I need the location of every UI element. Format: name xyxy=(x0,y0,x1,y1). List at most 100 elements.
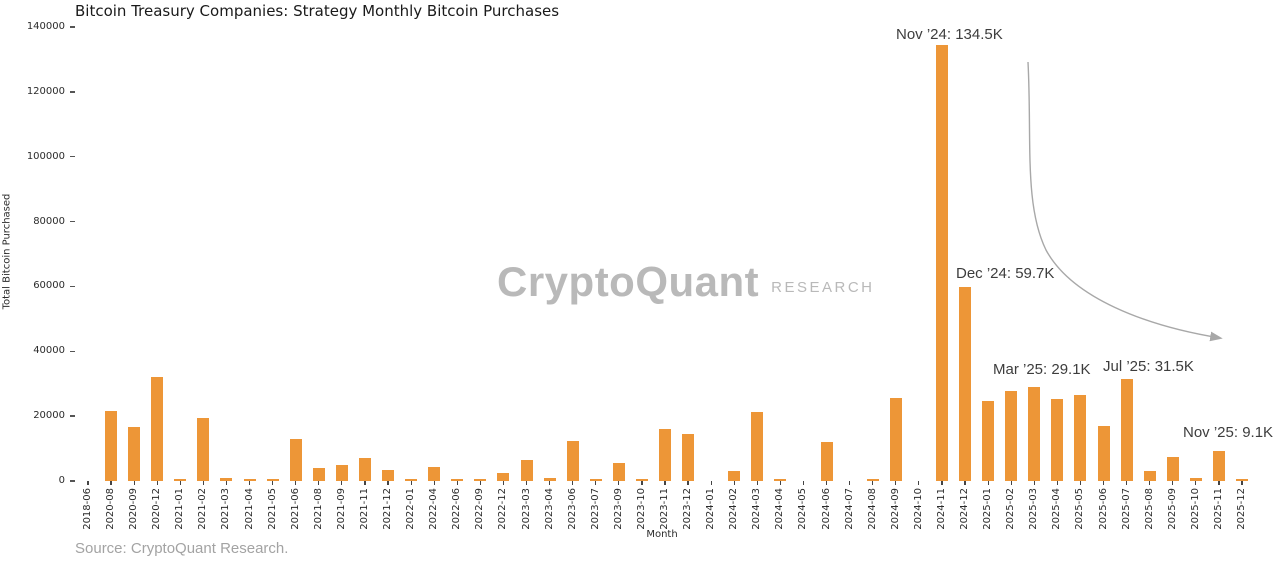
y-tick-mark xyxy=(70,350,75,352)
bar-2025-11 xyxy=(1212,451,1225,481)
bar-2024-12 xyxy=(959,287,972,481)
bar-2024-03 xyxy=(751,412,764,481)
bar-2023-12 xyxy=(682,433,695,481)
x-tick-label: 2025-03 xyxy=(1028,488,1040,530)
bar-2023-09 xyxy=(612,463,625,481)
x-tick-label: 2024-03 xyxy=(751,488,763,530)
watermark-brand-text: CryptoQuant xyxy=(497,258,760,305)
bar-2021-05 xyxy=(266,479,279,481)
bar-2021-12 xyxy=(382,470,395,481)
x-tick-mark xyxy=(387,481,389,485)
x-tick-label: 2024-06 xyxy=(820,488,832,530)
x-tick-label: 2020-08 xyxy=(105,488,117,530)
x-tick-mark xyxy=(964,481,966,485)
bar-2021-01 xyxy=(174,479,187,481)
y-tick-mark xyxy=(70,26,75,28)
x-tick-label: 2023-06 xyxy=(566,488,578,530)
x-tick-mark xyxy=(433,481,435,485)
x-tick-mark xyxy=(987,481,989,485)
x-tick-mark xyxy=(641,481,643,485)
bar-2024-11 xyxy=(935,44,948,481)
x-tick-label: 2021-06 xyxy=(289,488,301,530)
bar-2022-12 xyxy=(497,472,510,481)
y-tick-label: 40000 xyxy=(33,345,65,357)
x-tick-label: 2024-04 xyxy=(774,488,786,530)
x-tick-label: 2024-02 xyxy=(728,488,740,530)
x-tick-mark xyxy=(595,481,597,485)
x-tick-mark xyxy=(110,481,112,485)
x-tick-mark xyxy=(1056,481,1058,485)
annotation-2024-12: Dec ’24: 59.7K xyxy=(956,265,1055,282)
x-tick-mark xyxy=(687,481,689,485)
bar-2024-04 xyxy=(774,479,787,481)
x-tick-mark xyxy=(248,481,251,485)
x-tick-mark xyxy=(849,481,851,485)
x-tick-label: 2022-09 xyxy=(474,488,486,530)
y-axis-label: Total Bitcoin Purchased xyxy=(1,193,13,310)
bar-2023-11 xyxy=(659,428,671,481)
x-tick-label: 2023-09 xyxy=(612,488,624,530)
x-tick-mark xyxy=(1102,481,1105,485)
x-tick-mark xyxy=(525,481,528,485)
x-tick-label: 2023-04 xyxy=(543,488,555,530)
x-tick-label: 2023-11 xyxy=(659,488,670,530)
bar-2025-12 xyxy=(1236,479,1248,481)
x-tick-mark xyxy=(756,481,758,485)
x-tick-label: 2022-01 xyxy=(405,488,417,530)
bar-2025-06 xyxy=(1097,426,1110,481)
x-tick-mark xyxy=(664,481,666,485)
bar-2020-09 xyxy=(128,426,141,481)
x-tick-mark xyxy=(410,481,412,485)
x-tick-mark xyxy=(572,481,574,485)
x-tick-label: 2021-01 xyxy=(174,488,186,530)
annotation-2025-03: Mar ’25: 29.1K xyxy=(993,361,1091,378)
x-tick-mark xyxy=(941,481,943,485)
x-tick-mark xyxy=(502,481,505,485)
x-tick-label: 2025-08 xyxy=(1143,488,1155,530)
x-tick-mark xyxy=(779,481,781,485)
annotation-2024-11: Nov ’24: 134.5K xyxy=(896,26,1003,43)
bar-2022-06 xyxy=(451,479,464,481)
x-tick-label: 2021-05 xyxy=(266,488,278,530)
x-tick-label: 2025-05 xyxy=(1074,488,1086,530)
x-tick-mark xyxy=(87,481,89,485)
x-tick-label: 2020-09 xyxy=(128,488,140,530)
x-tick-mark xyxy=(1079,481,1082,485)
x-tick-label: 2022-04 xyxy=(428,488,440,530)
x-tick-label: 2021-03 xyxy=(220,488,232,530)
x-tick-label: 2025-10 xyxy=(1189,488,1201,530)
y-tick-label: 80000 xyxy=(33,215,65,227)
bar-2021-02 xyxy=(197,417,210,481)
x-tick-mark xyxy=(272,481,274,485)
x-tick-mark xyxy=(918,481,920,485)
x-tick-mark xyxy=(1126,481,1128,485)
y-tick-label: 60000 xyxy=(33,280,65,292)
bar-2025-05 xyxy=(1074,394,1087,481)
x-tick-mark xyxy=(825,481,828,485)
x-tick-mark xyxy=(295,481,297,485)
x-tick-mark xyxy=(549,481,551,485)
x-tick-mark xyxy=(133,481,135,485)
x-tick-label: 2022-12 xyxy=(497,488,509,530)
source-note: Source: CryptoQuant Research. xyxy=(75,540,289,557)
x-tick-label: 2025-11 xyxy=(1212,488,1224,530)
x-tick-label: 2024-12 xyxy=(959,488,971,530)
x-tick-mark xyxy=(1241,481,1243,485)
x-tick-label: 2024-10 xyxy=(912,488,924,530)
x-tick-label: 2024-01 xyxy=(705,488,717,530)
bar-2025-04 xyxy=(1051,398,1064,481)
x-tick-mark xyxy=(895,481,897,485)
bar-2023-10 xyxy=(635,479,648,481)
annotation-2025-11: Nov ’25: 9.1K xyxy=(1183,424,1274,441)
x-axis-label: Month xyxy=(646,529,678,540)
x-tick-label: 2025-04 xyxy=(1051,488,1063,530)
y-tick-mark xyxy=(70,285,75,288)
x-tick-mark xyxy=(1149,481,1151,485)
bar-2021-08 xyxy=(312,468,325,481)
x-tick-label: 2025-01 xyxy=(982,488,994,530)
x-tick-mark xyxy=(479,481,481,485)
x-tick-label: 2023-03 xyxy=(520,488,532,530)
x-tick-mark xyxy=(872,481,874,485)
annotation-2025-07: Jul ’25: 31.5K xyxy=(1103,358,1194,375)
bar-2021-11 xyxy=(358,458,371,481)
